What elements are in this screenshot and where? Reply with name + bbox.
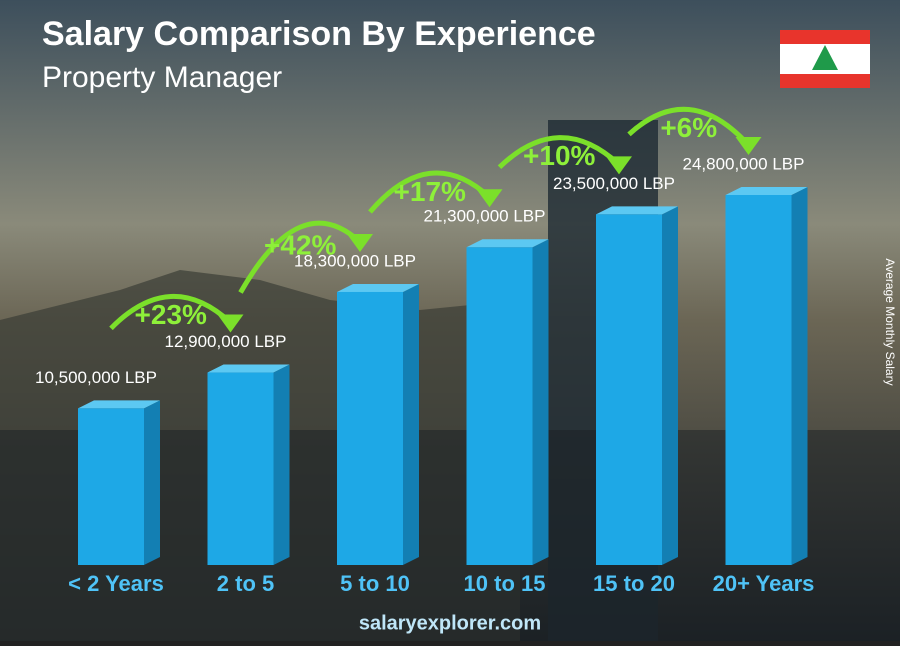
x-tick-label: 20+ Years (713, 571, 815, 596)
x-tick-label: 5 to 10 (340, 571, 410, 596)
x-tick-label: < 2 Years (68, 571, 164, 596)
bar-top (207, 364, 290, 373)
increase-arrow (368, 170, 492, 214)
bar-top (78, 400, 160, 409)
chart-subtitle: Property Manager (42, 61, 282, 94)
bar (596, 214, 662, 566)
increase-label: +42% (264, 230, 336, 261)
value-label: 23,500,000 LBP (553, 174, 675, 193)
bar (78, 408, 144, 565)
bar (337, 291, 403, 565)
value-label: 12,900,000 LBP (165, 332, 287, 351)
arrow-head (606, 156, 632, 175)
flag-stripe (780, 30, 870, 44)
bar-side (662, 206, 678, 566)
x-tick-label: 15 to 20 (593, 571, 675, 596)
value-label: 18,300,000 LBP (294, 251, 416, 270)
value-label: 24,800,000 LBP (683, 154, 805, 173)
increase-arrow (109, 293, 233, 331)
value-label: 21,300,000 LBP (424, 207, 546, 226)
arrow-head (476, 189, 503, 208)
bar-side (273, 364, 290, 565)
bar-side (403, 283, 419, 565)
arrow-head (217, 314, 244, 333)
bar-top (337, 283, 419, 292)
arrow-head (735, 137, 762, 155)
bar-side (144, 400, 160, 565)
chart-title: Salary Comparison By Experience (42, 15, 596, 53)
x-tick-label: 2 to 5 (217, 571, 274, 596)
bar (466, 247, 533, 565)
flag-stripe (780, 74, 870, 88)
source: salaryexplorer.com (359, 612, 541, 634)
increase-label: +17% (394, 176, 466, 207)
bar-side (532, 239, 549, 565)
bar (725, 195, 792, 565)
bar-top (725, 187, 808, 195)
bar-top (596, 206, 678, 215)
arrow-head (347, 233, 373, 252)
increase-arrow (627, 106, 751, 147)
x-tick-label: 10 to 15 (464, 571, 546, 596)
flag-cedar (812, 45, 838, 70)
bar-top (466, 239, 549, 248)
increase-label: +10% (523, 140, 595, 171)
bar (207, 372, 274, 565)
bar-side (791, 187, 808, 565)
y-axis-label: Average Monthly Salary (883, 258, 897, 385)
increase-label: +23% (135, 299, 207, 330)
increase-arrow (497, 135, 621, 170)
increase-label: +6% (660, 112, 717, 143)
increase-arrow (238, 220, 362, 294)
value-label: 10,500,000 LBP (35, 368, 157, 387)
flag (780, 30, 870, 88)
